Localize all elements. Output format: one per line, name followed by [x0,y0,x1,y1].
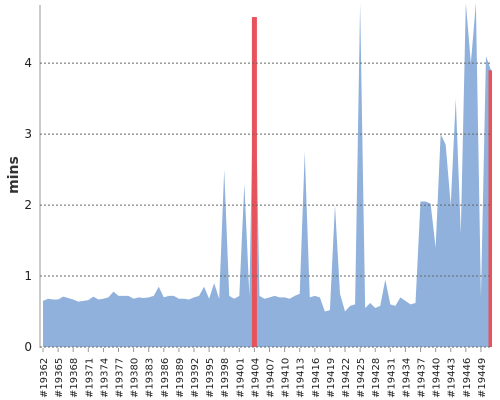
x-tick-label: #19401 [235,358,246,398]
x-tick-label: #19410 [281,358,292,398]
x-tick-label: #19422 [341,358,352,398]
x-tick-label: #19431 [386,358,397,398]
x-tick-label: #19416 [311,358,322,398]
x-tick-label: #19386 [160,358,171,398]
y-tick-label: 3 [24,127,32,141]
y-tick-label: 2 [24,198,32,212]
x-tick-label: #19440 [432,358,443,398]
y-axis-label: mins [6,156,22,194]
x-tick-label: #19419 [326,358,337,398]
x-tick-label: #19404 [250,358,261,398]
x-tick-label: #19362 [39,358,50,398]
x-tick-label: #19443 [447,358,458,398]
x-tick-label: #19425 [356,358,367,398]
x-tick-label: #19434 [401,358,412,398]
y-tick-label: 1 [24,269,32,283]
y-tick-label: 4 [24,56,32,70]
x-tick-label: #19437 [417,358,428,398]
x-tick-label: #19392 [190,358,201,398]
x-tick-label: #19449 [477,358,488,398]
x-tick-label: #19395 [205,358,216,398]
x-tick-label: #19389 [175,358,186,398]
x-tick-label: #19365 [54,358,65,398]
failed-bar [488,70,492,347]
x-tick-label: #19383 [145,358,156,398]
x-tick-label: #19428 [371,358,382,398]
area [43,2,491,348]
x-tick-label: #19446 [462,358,473,398]
x-tick-label: #19374 [99,358,110,398]
plot-area [43,2,492,348]
x-tick-label: #19377 [115,358,126,398]
x-tick-label: #19368 [69,358,80,398]
y-tick-label: 0 [24,340,32,354]
failed-bar [251,17,257,347]
x-tick-label: #19380 [130,358,141,398]
x-tick-label: #19407 [266,358,277,398]
x-tick-label: #19398 [220,358,231,398]
x-tick-label: #19371 [84,358,95,398]
x-tick-label: #19413 [296,358,307,398]
